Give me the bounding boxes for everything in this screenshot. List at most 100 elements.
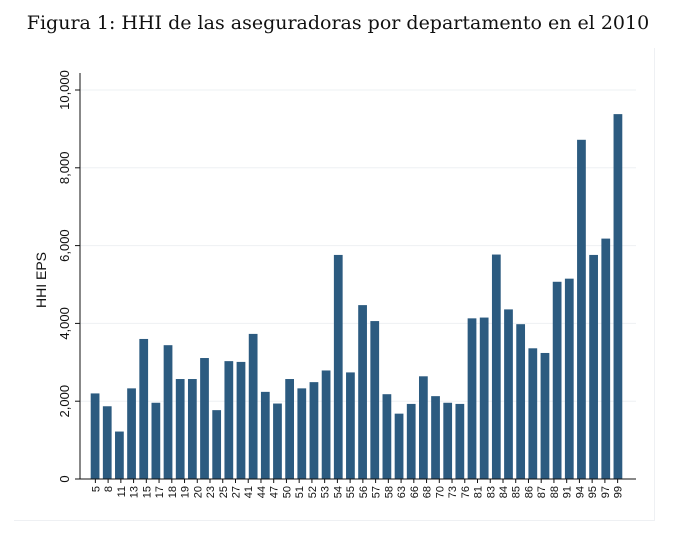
x-tick-label: 99 xyxy=(613,486,625,498)
x-tick-label: 66 xyxy=(409,486,421,498)
x-tick-label: 20 xyxy=(192,486,204,498)
bars xyxy=(90,114,623,480)
x-tick-label: 44 xyxy=(256,486,268,498)
x-tick-label: 51 xyxy=(294,486,306,498)
bar xyxy=(358,305,367,479)
bar xyxy=(200,358,209,479)
x-tick-label: 50 xyxy=(281,486,293,498)
y-tick-label: 6,000 xyxy=(57,229,72,262)
bar xyxy=(333,254,343,479)
x-tick-label: 70 xyxy=(434,486,446,498)
bar xyxy=(431,396,440,479)
x-tick-label: 41 xyxy=(243,486,255,498)
x-tick-label: 5 xyxy=(90,486,102,492)
bar xyxy=(370,321,380,479)
bar xyxy=(297,388,307,479)
x-tick-label: 27 xyxy=(230,486,242,498)
x-tick-label: 55 xyxy=(345,486,357,498)
bar xyxy=(516,324,526,479)
x-tick-label: 15 xyxy=(141,486,153,498)
bar xyxy=(443,402,453,479)
y-axis-ticks: 0 2,000 4,000 6,000 8,000 10,000 xyxy=(57,70,80,483)
x-tick-label: 76 xyxy=(460,486,472,498)
x-tick-label: 17 xyxy=(154,486,166,498)
bar xyxy=(382,394,392,479)
bar xyxy=(260,391,270,479)
bar xyxy=(418,376,428,479)
bar xyxy=(346,372,355,479)
bar xyxy=(577,139,586,480)
x-tick-label: 11 xyxy=(116,486,128,497)
x-tick-label: 47 xyxy=(269,486,281,498)
bar xyxy=(115,431,124,479)
bar xyxy=(139,338,149,479)
x-tick-label: 18 xyxy=(167,486,179,498)
x-tick-label: 58 xyxy=(383,486,395,498)
bar xyxy=(613,114,623,480)
x-tick-label: 25 xyxy=(218,486,230,498)
x-tick-label: 57 xyxy=(371,486,383,498)
x-tick-label: 84 xyxy=(498,486,510,498)
bar xyxy=(187,379,197,479)
x-axis-ticks: 5 8 11 13 15 17 18 19 20 23 25 27 41 44 47 50 51 52 53 54 55… xyxy=(90,479,625,498)
bar xyxy=(601,238,611,479)
bar xyxy=(212,410,222,479)
bar xyxy=(273,403,282,479)
x-tick-label: 87 xyxy=(536,486,548,498)
bar xyxy=(504,309,513,479)
x-tick-label: 56 xyxy=(358,486,370,498)
bar xyxy=(151,402,161,479)
bar xyxy=(540,352,550,479)
x-tick-label: 81 xyxy=(473,486,485,498)
y-axis-label: HHI EPS xyxy=(33,252,49,308)
bar xyxy=(224,361,234,479)
bar xyxy=(163,345,173,479)
x-tick-label: 97 xyxy=(600,486,612,498)
bar xyxy=(564,278,574,479)
chart-title: Figura 1: HHI de las aseguradoras por de… xyxy=(26,12,650,34)
bar xyxy=(467,318,477,479)
y-tick-label: 8,000 xyxy=(57,152,72,185)
x-tick-label: 94 xyxy=(574,486,586,498)
bar xyxy=(528,348,538,479)
bar xyxy=(491,254,501,479)
bar xyxy=(309,382,319,479)
x-tick-label: 73 xyxy=(447,486,459,498)
bar xyxy=(285,379,295,479)
gridlines xyxy=(80,89,636,402)
x-tick-label: 19 xyxy=(180,486,192,498)
bar xyxy=(552,281,562,479)
x-tick-label: 85 xyxy=(511,486,523,498)
bar xyxy=(406,403,416,479)
x-tick-label: 63 xyxy=(396,486,408,498)
x-tick-label: 52 xyxy=(307,486,319,498)
x-tick-label: 68 xyxy=(422,486,434,498)
x-tick-label: 53 xyxy=(320,486,332,498)
bar xyxy=(236,361,246,479)
x-tick-label: 88 xyxy=(549,486,561,498)
y-tick-label: 4,000 xyxy=(57,307,72,340)
y-tick-label: 10,000 xyxy=(57,70,72,110)
bar xyxy=(479,317,489,479)
bar xyxy=(102,406,112,479)
bar xyxy=(90,393,100,479)
bar xyxy=(394,413,404,479)
x-tick-label: 86 xyxy=(523,486,535,498)
x-tick-label: 23 xyxy=(205,486,217,498)
y-tick-label: 2,000 xyxy=(57,385,72,418)
x-tick-label: 91 xyxy=(562,486,574,498)
bar xyxy=(455,403,465,479)
bar xyxy=(248,333,258,479)
x-tick-label: 54 xyxy=(332,486,344,498)
x-tick-label: 83 xyxy=(485,486,497,498)
bar xyxy=(321,370,331,479)
x-tick-label: 8 xyxy=(103,486,115,492)
bar xyxy=(589,254,598,479)
chart-frame xyxy=(14,48,655,521)
x-tick-label: 95 xyxy=(587,486,599,498)
bar xyxy=(175,379,185,479)
y-tick-label: 0 xyxy=(57,475,72,482)
x-tick-label: 13 xyxy=(129,486,141,498)
bar xyxy=(127,388,136,479)
